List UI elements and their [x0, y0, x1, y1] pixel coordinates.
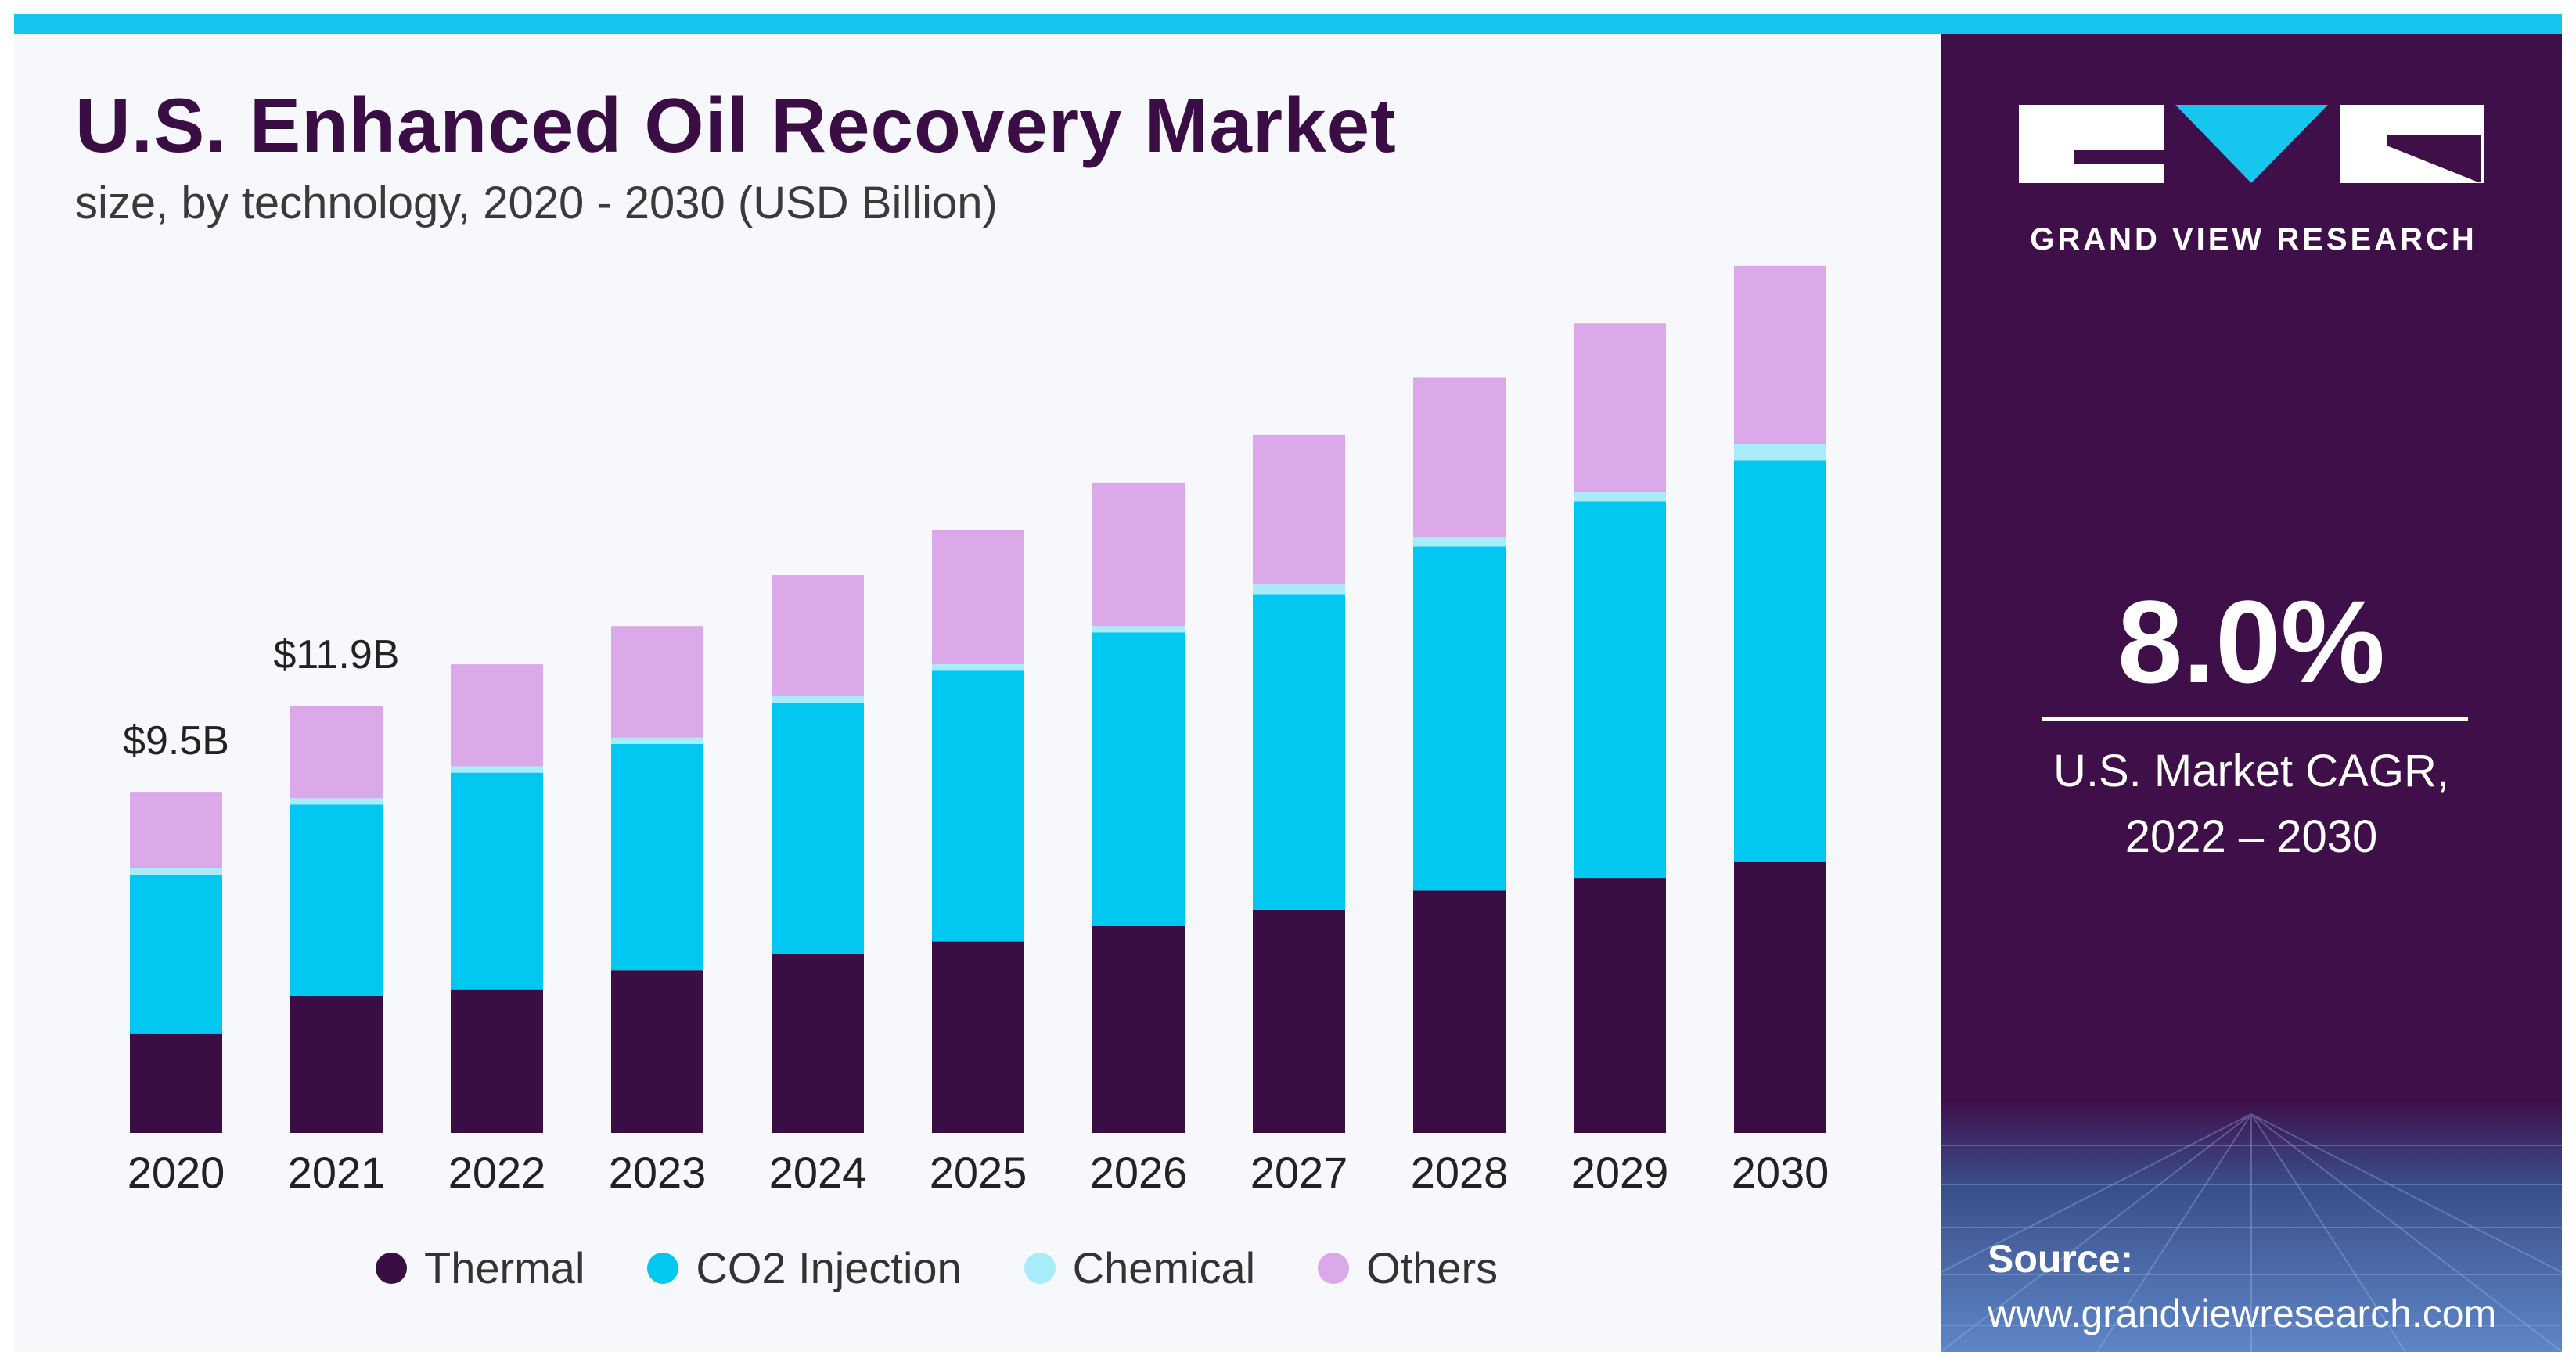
data-label-2021: $11.9B — [274, 632, 400, 678]
info-panel: GRAND VIEW RESEARCH 8.0% U.S. Market CAG… — [1941, 34, 2562, 1352]
bar-thermal-2030 — [1734, 861, 1826, 1133]
x-tick-label-2029: 2029 — [1571, 1148, 1669, 1197]
bar-thermal-2028 — [1413, 890, 1506, 1133]
bar-others-2022 — [451, 664, 543, 767]
cagr-label: U.S. Market CAGR, 2022 – 2030 — [1941, 739, 2562, 870]
x-tick-label-2022: 2022 — [448, 1148, 546, 1197]
x-tick-label-2021: 2021 — [288, 1148, 386, 1197]
cagr-value: 8.0% — [2117, 576, 2385, 707]
bar-co2-injection-2023 — [611, 743, 703, 971]
brand-name: GRAND VIEW RESEARCH — [2030, 222, 2477, 257]
gvr-logo: GRAND VIEW RESEARCH — [2019, 89, 2488, 261]
bar-chemical-2024 — [772, 696, 864, 703]
cagr-divider — [2042, 717, 2468, 721]
bar-chemical-2028 — [1413, 537, 1506, 547]
bar-others-2027 — [1253, 434, 1345, 585]
x-tick-label-2020: 2020 — [128, 1148, 225, 1197]
bar-thermal-2023 — [611, 970, 703, 1133]
chart-legend: Thermal CO2 Injection Chemical Others — [376, 1242, 1498, 1293]
bar-chemical-2022 — [451, 766, 543, 773]
top-accent-bar — [14, 14, 2562, 34]
bar-co2-injection-2029 — [1574, 501, 1666, 879]
cagr-label-line2: 2022 – 2030 — [2124, 811, 2378, 862]
x-tick-label-2027: 2027 — [1250, 1148, 1348, 1197]
bar-thermal-2024 — [772, 954, 864, 1133]
bar-co2-injection-2022 — [451, 772, 543, 990]
x-tick-label-2023: 2023 — [609, 1148, 707, 1197]
bar-others-2020 — [130, 792, 222, 868]
x-tick-label-2025: 2025 — [930, 1148, 1027, 1197]
bar-chemical-2025 — [932, 664, 1024, 671]
source-note: Source: www.grandviewresearch.com — [1988, 1231, 2496, 1341]
legend-swatch-co2-injection — [647, 1252, 679, 1284]
source-url[interactable]: www.grandviewresearch.com — [1988, 1292, 2497, 1335]
gvr-logo-icon — [2019, 105, 2484, 183]
bar-co2-injection-2030 — [1734, 460, 1826, 862]
bar-others-2026 — [1092, 482, 1185, 627]
bar-co2-injection-2028 — [1413, 546, 1506, 891]
cagr-label-line1: U.S. Market CAGR, — [2053, 746, 2449, 796]
bar-thermal-2025 — [932, 941, 1024, 1133]
legend-item-thermal: Thermal — [376, 1242, 585, 1293]
bar-co2-injection-2020 — [130, 875, 222, 1034]
bar-others-2021 — [290, 706, 383, 799]
legend-item-co2-injection: CO2 Injection — [647, 1242, 962, 1293]
bar-thermal-2026 — [1092, 926, 1185, 1133]
bar-thermal-2020 — [130, 1033, 222, 1133]
legend-swatch-chemical — [1024, 1252, 1056, 1284]
bar-others-2023 — [611, 626, 703, 738]
x-tick-label-2030: 2030 — [1732, 1148, 1829, 1197]
x-tick-label-2026: 2026 — [1090, 1148, 1188, 1197]
bar-co2-injection-2025 — [932, 670, 1024, 942]
bar-co2-injection-2026 — [1092, 632, 1185, 926]
bar-chemical-2029 — [1574, 492, 1666, 502]
bar-chemical-2023 — [611, 737, 703, 744]
bar-others-2029 — [1574, 323, 1666, 493]
bar-chemical-2026 — [1092, 626, 1185, 633]
bar-thermal-2029 — [1574, 878, 1666, 1133]
bar-thermal-2021 — [290, 995, 383, 1133]
bar-others-2028 — [1413, 377, 1506, 537]
stacked-bar-chart: 2020 $9.5B 2021 $11.9B 2022 2023 2024 2025 2026 2… — [123, 265, 1829, 1197]
bar-chemical-2020 — [130, 868, 222, 875]
x-tick-label-2024: 2024 — [769, 1148, 867, 1197]
bar-co2-injection-2024 — [772, 703, 864, 954]
bar-others-2030 — [1734, 265, 1826, 444]
bar-chemical-2027 — [1253, 584, 1345, 595]
bar-others-2025 — [932, 530, 1024, 665]
chart-subtitle: size, by technology, 2020 - 2030 (USD Bi… — [75, 178, 998, 228]
source-label: Source: — [1988, 1237, 2134, 1281]
data-label-2020: $9.5B — [123, 718, 229, 764]
bar-others-2024 — [772, 575, 864, 696]
bar-chemical-2030 — [1734, 444, 1826, 461]
bar-thermal-2022 — [451, 989, 543, 1133]
legend-label-co2-injection: CO2 Injection — [696, 1243, 962, 1292]
legend-item-chemical: Chemical — [1024, 1242, 1255, 1293]
bar-co2-injection-2021 — [290, 804, 383, 996]
x-tick-label-2028: 2028 — [1411, 1148, 1509, 1197]
bar-co2-injection-2027 — [1253, 594, 1345, 910]
legend-label-chemical: Chemical — [1072, 1243, 1256, 1292]
bar-chemical-2021 — [290, 798, 383, 805]
legend-swatch-others — [1318, 1252, 1350, 1284]
chart-title: U.S. Enhanced Oil Recovery Market — [75, 82, 1397, 168]
legend-swatch-thermal — [376, 1252, 407, 1284]
bar-thermal-2027 — [1253, 909, 1345, 1133]
legend-label-thermal: Thermal — [424, 1243, 585, 1292]
grid-background-decoration — [1941, 1098, 2562, 1352]
legend-item-others: Others — [1318, 1242, 1498, 1293]
legend-label-others: Others — [1366, 1243, 1498, 1292]
